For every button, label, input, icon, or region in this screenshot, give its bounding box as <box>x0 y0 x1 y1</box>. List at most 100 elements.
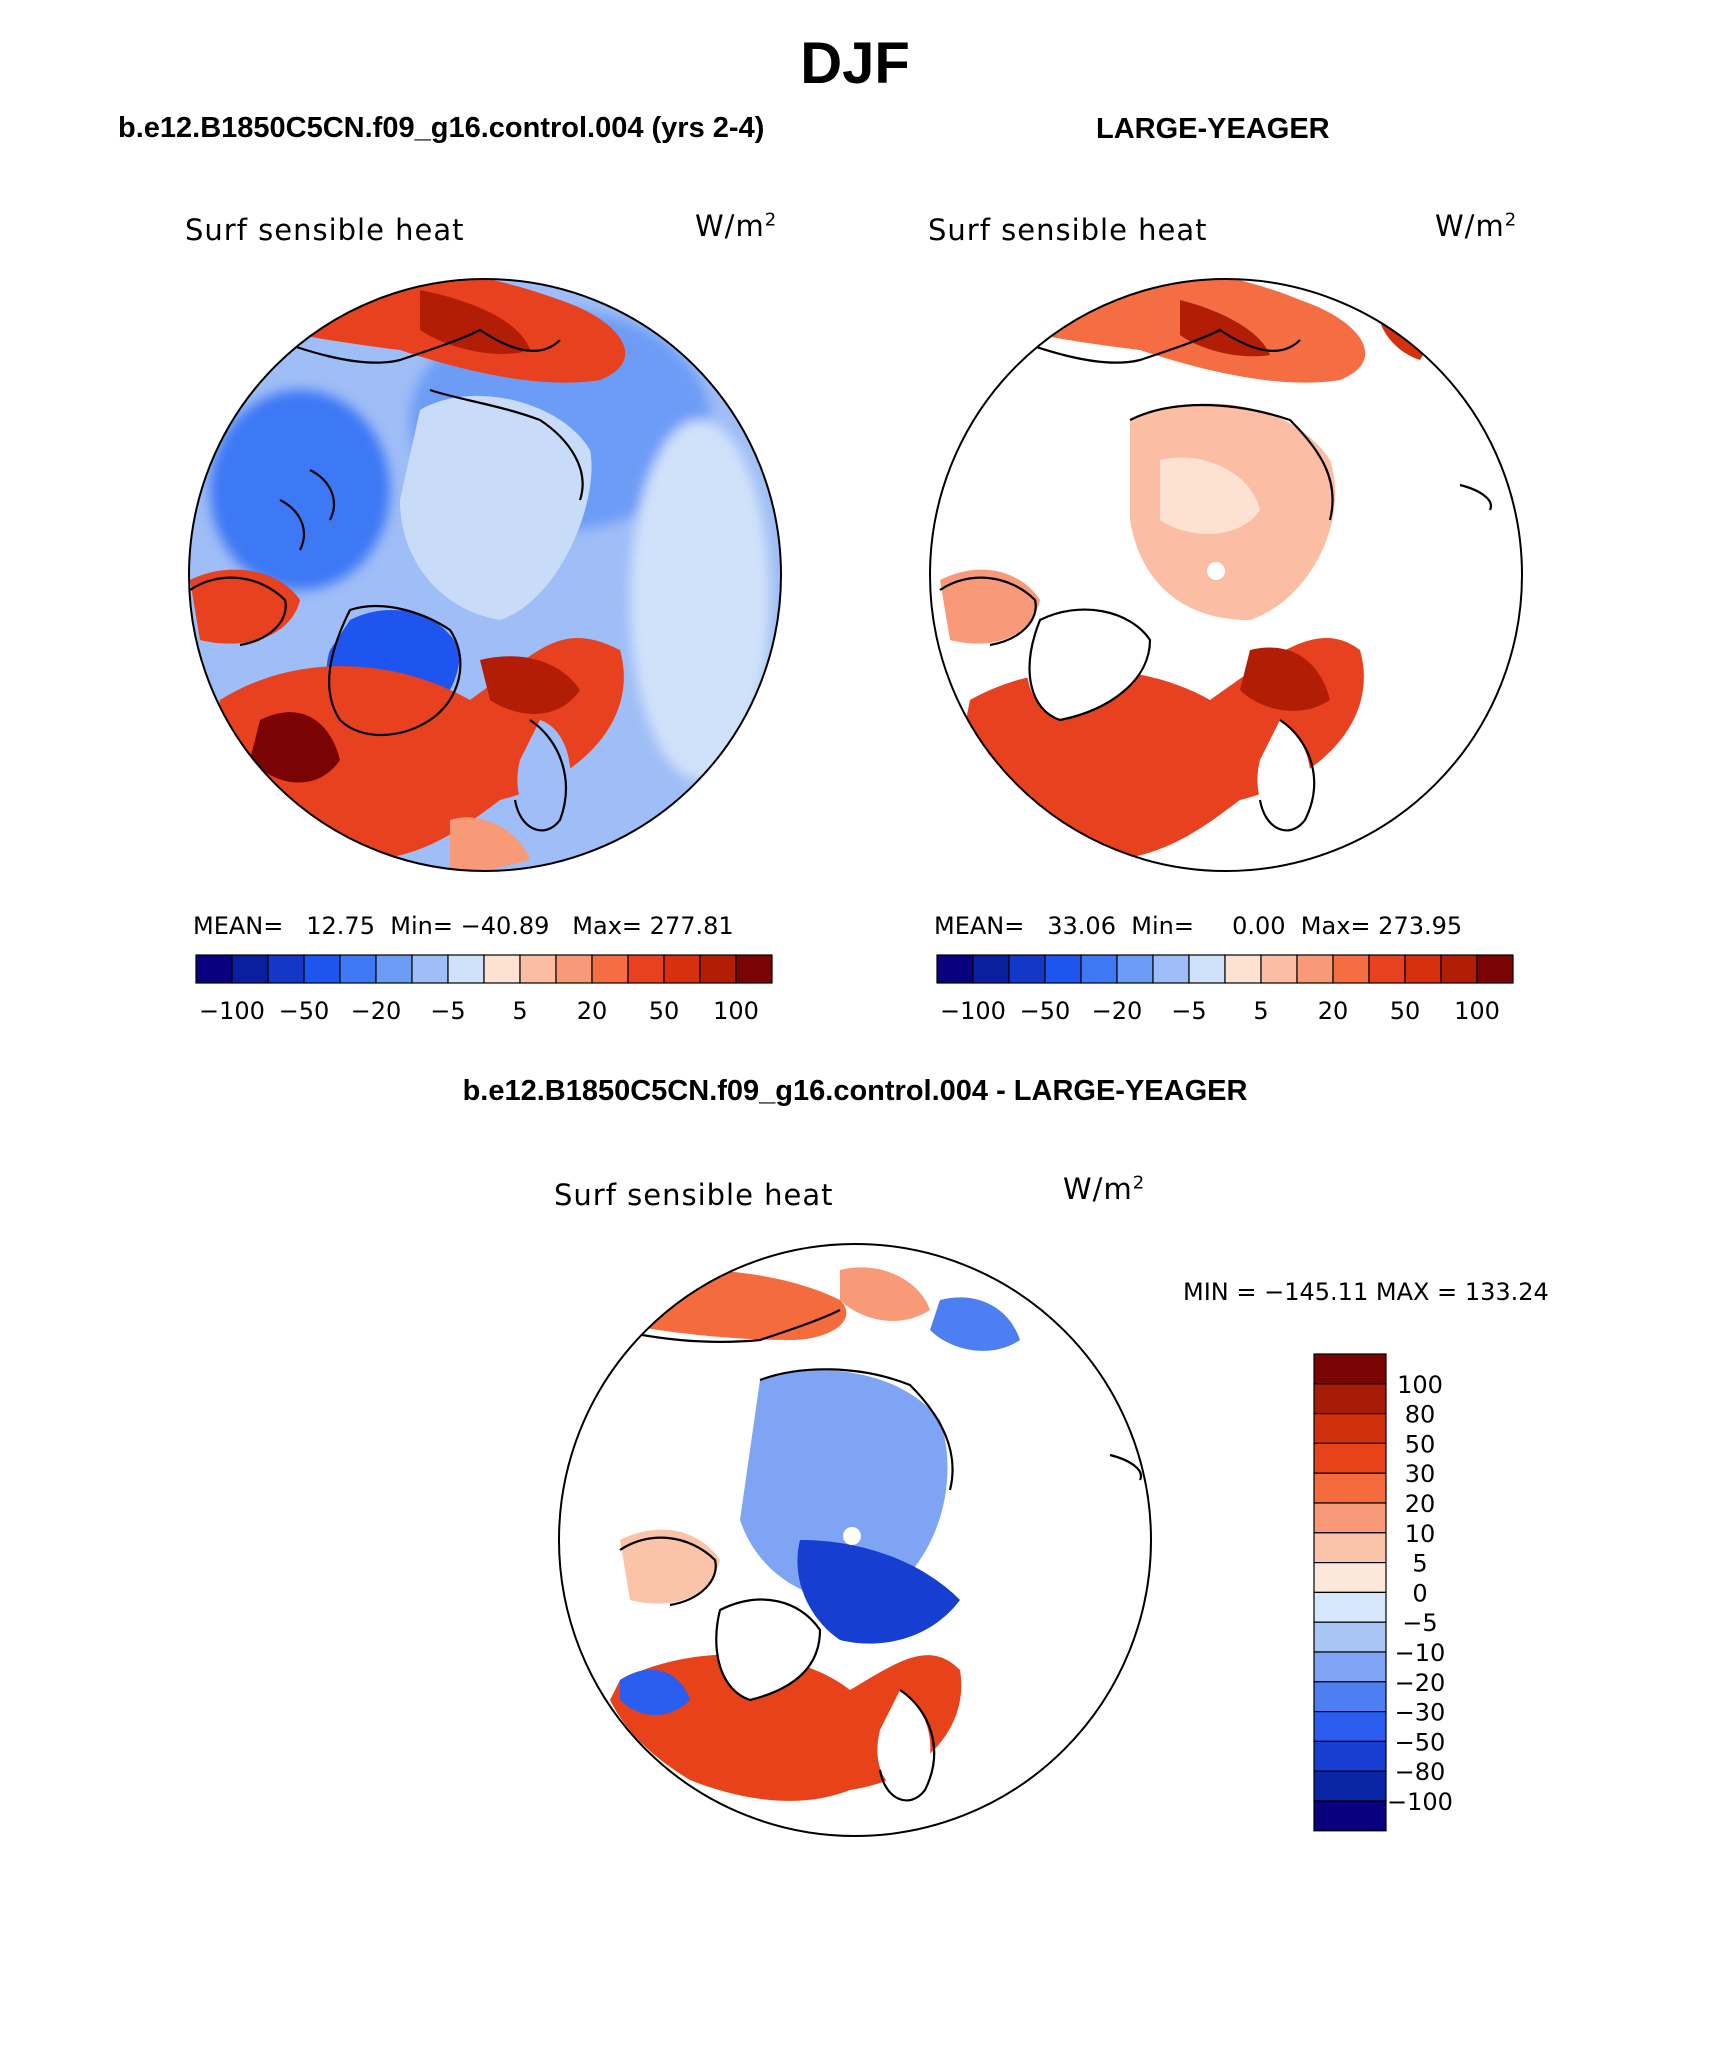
diff-colorbar-swatch <box>1313 1800 1387 1832</box>
right-mean-value: 33.06 <box>1047 912 1116 940</box>
right-colorbar-swatch <box>1224 954 1262 984</box>
diff-colorbar-tick: −30 <box>1395 1699 1446 1727</box>
left-max-value: 277.81 <box>649 912 734 940</box>
right-coastlines <box>939 328 1493 832</box>
left-colorbar-swatch <box>303 954 341 984</box>
diff-colorbar-tick: 20 <box>1405 1490 1436 1518</box>
left-colorbar-tick: −20 <box>351 997 402 1025</box>
left-map-border <box>188 278 782 872</box>
diff-colorbar-swatch <box>1313 1472 1387 1504</box>
diff-colorbar-tick: 5 <box>1412 1550 1427 1578</box>
left-colorbar-tick: 50 <box>649 997 680 1025</box>
diff-arctic-blue <box>740 1370 948 1602</box>
right-scandinavia <box>1257 720 1311 822</box>
left-colorbar-swatch <box>555 954 593 984</box>
left-blue-patch2 <box>210 390 390 590</box>
diff-colorbar-tick: −50 <box>1395 1728 1446 1756</box>
left-arctic-ice <box>400 395 592 620</box>
right-colorbar-swatch <box>1296 954 1334 984</box>
right-max-value: 273.95 <box>1378 912 1463 940</box>
diff-colorbar-swatch <box>1313 1740 1387 1772</box>
right-colorbar-tick: 5 <box>1253 997 1268 1025</box>
diff-colorbar-swatch <box>1313 1383 1387 1415</box>
left-min-label: Min= <box>390 912 453 940</box>
diff-west-pink <box>620 1529 720 1604</box>
right-colorbar-swatch <box>1368 954 1406 984</box>
right-pole-dot <box>1207 562 1225 580</box>
diff-colorbar-swatch <box>1313 1502 1387 1534</box>
difference-title: b.e12.B1850C5CN.f09_g16.control.004 - LA… <box>462 1075 1248 1107</box>
right-min-value: 0.00 <box>1232 912 1286 940</box>
diff-colorbar-swatch <box>1313 1412 1387 1444</box>
left-units-exp: 2 <box>764 209 778 231</box>
diff-max-value: 133.24 <box>1464 1278 1549 1306</box>
right-colorbar-tick: 20 <box>1318 997 1349 1025</box>
right-west-orange <box>940 569 1040 644</box>
difference-map-border <box>558 1243 1152 1837</box>
left-colorbar-swatch <box>627 954 665 984</box>
diff-colorbar-swatch <box>1313 1681 1387 1713</box>
diff-max-label: MAX = <box>1375 1278 1458 1306</box>
diff-min-label: MIN = <box>1183 1278 1257 1306</box>
left-colorbar-tick: −100 <box>199 997 265 1025</box>
diff-colorbar-tick: −5 <box>1402 1609 1437 1637</box>
diff-top-orange <box>840 1267 930 1321</box>
right-colorbar-swatch <box>1152 954 1190 984</box>
right-map-border <box>929 278 1523 872</box>
right-min-label: Min= <box>1131 912 1194 940</box>
right-colorbar-swatch <box>1332 954 1370 984</box>
left-europe-orange <box>450 817 530 871</box>
right-colorbar-tick: −50 <box>1020 997 1071 1025</box>
diff-colorbar-swatch <box>1313 1621 1387 1653</box>
diff-colorbar-swatch <box>1313 1710 1387 1742</box>
diff-colorbar-tick: 80 <box>1405 1401 1436 1429</box>
diff-ne-blue <box>930 1297 1020 1351</box>
right-colorbar-swatch <box>1008 954 1046 984</box>
diff-scandinavia <box>877 1690 931 1792</box>
right-units-exp: 2 <box>1504 209 1518 231</box>
right-map <box>930 279 1522 871</box>
left-colorbar-swatch <box>699 954 737 984</box>
diff-variable-label: Surf sensible heat <box>554 1178 834 1212</box>
left-colorbar-swatch <box>447 954 485 984</box>
diff-colorbar-tick: 50 <box>1405 1430 1436 1458</box>
right-colorbar-swatch <box>1116 954 1154 984</box>
left-west-red <box>190 569 300 644</box>
right-colorbar-tick: −20 <box>1092 997 1143 1025</box>
left-colorbar-tick: 100 <box>713 997 759 1025</box>
left-atlantic-darkred2 <box>480 656 580 714</box>
left-colorbar-tick: −5 <box>430 997 465 1025</box>
diff-colorbar-tick: 100 <box>1397 1371 1443 1399</box>
left-colorbar-swatch <box>375 954 413 984</box>
left-case-title: b.e12.B1850C5CN.f09_g16.control.004 (yrs… <box>118 112 765 144</box>
left-top-darkred <box>420 290 530 354</box>
difference-map <box>559 1244 1151 1836</box>
right-colorbar-tick: −5 <box>1171 997 1206 1025</box>
left-colorbar-tick: 5 <box>512 997 527 1025</box>
right-max-label: Max= <box>1300 912 1371 940</box>
left-mean-value: 12.75 <box>306 912 375 940</box>
diff-units-exp: 2 <box>1132 1172 1146 1194</box>
left-colorbar-swatch <box>663 954 701 984</box>
right-colorbar-swatch <box>1188 954 1226 984</box>
left-colorbar-swatch <box>231 954 269 984</box>
right-top-darkred <box>1180 300 1270 357</box>
diff-colorbar-tick: 30 <box>1405 1460 1436 1488</box>
diff-atlantic-red <box>610 1654 962 1801</box>
left-map <box>189 279 781 871</box>
left-atlantic-darkred <box>250 712 340 783</box>
right-colorbar-swatch <box>1260 954 1298 984</box>
right-colorbar-tick: −100 <box>940 997 1006 1025</box>
left-min-value: −40.89 <box>460 912 550 940</box>
right-colorbar-swatch <box>1044 954 1082 984</box>
diff-min-value: −145.11 <box>1264 1278 1369 1306</box>
diff-colorbar-swatch <box>1313 1770 1387 1802</box>
diff-colorbar-swatch <box>1313 1532 1387 1564</box>
left-colorbar-tick: −50 <box>279 997 330 1025</box>
left-colorbar-swatch <box>591 954 629 984</box>
left-stats: MEAN= 12.75 Min= −40.89 Max= 277.81 <box>193 912 734 940</box>
right-mean-label: MEAN= <box>934 912 1025 940</box>
left-colorbar-swatch <box>483 954 521 984</box>
diff-colorbar-swatch <box>1313 1651 1387 1683</box>
